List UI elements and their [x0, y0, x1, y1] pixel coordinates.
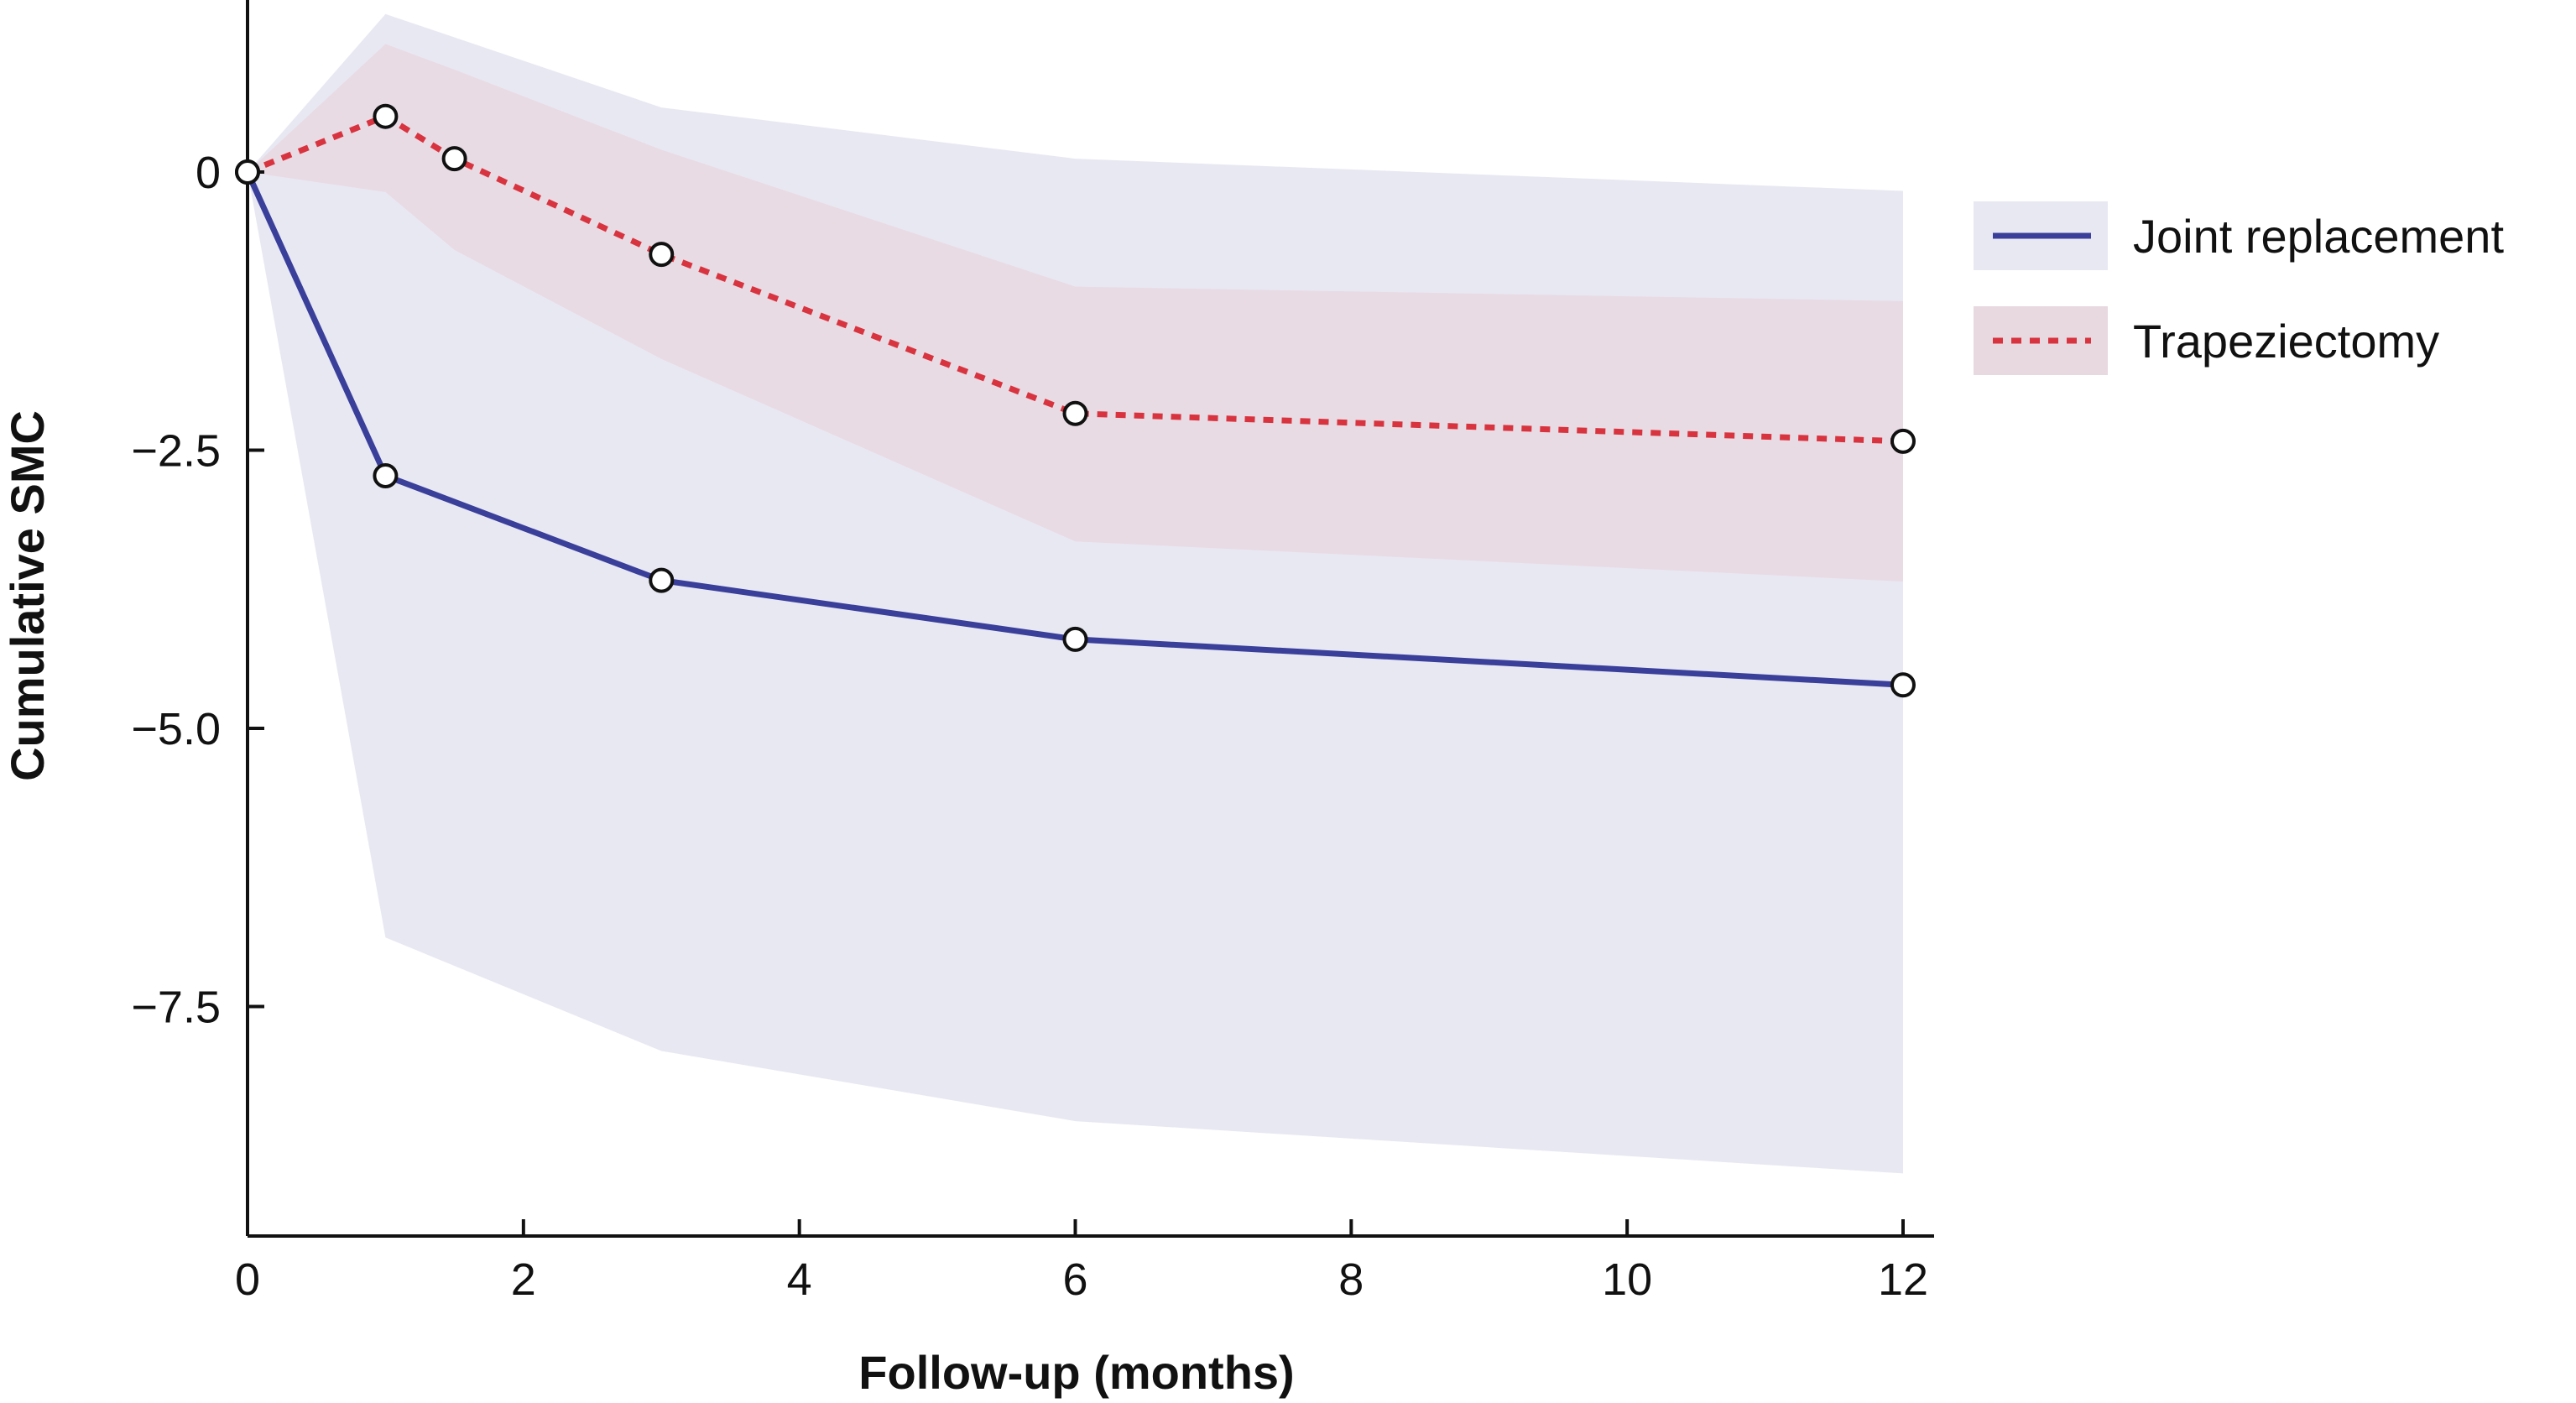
x-tick-label: 0	[235, 1254, 260, 1305]
x-tick-label: 8	[1338, 1254, 1364, 1305]
joint-replacement-point	[1890, 672, 1916, 698]
x-axis-title: Follow-up (months)	[858, 1346, 1294, 1399]
x-tick-label: 12	[1878, 1254, 1928, 1305]
trapeziectomy-line	[246, 112, 1904, 445]
trapeziectomy-point	[1062, 400, 1088, 426]
legend-label-joint-replacement: Joint replacement	[2133, 210, 2504, 263]
x-tick-label: 6	[1062, 1254, 1087, 1305]
series-points	[235, 103, 1916, 698]
x-tick-label: 10	[1602, 1254, 1652, 1305]
y-tick-label: −2.5	[131, 426, 221, 477]
trapeziectomy-point	[373, 103, 399, 129]
y-axis-title: Cumulative SMC	[1, 410, 54, 781]
y-ticks: 0 −2.5 −5.0 −7.5	[131, 148, 264, 1033]
axes	[246, 0, 1934, 1238]
y-tick-label: −7.5	[131, 983, 221, 1033]
y-tick-label: 0	[196, 148, 221, 198]
x-ticks: 0 2 4 6 8 10 12	[235, 1219, 1928, 1305]
trapeziectomy-point	[1890, 428, 1916, 454]
trapeziectomy-point	[235, 159, 260, 185]
trapeziectomy-point	[441, 146, 467, 172]
trapeziectomy-band	[248, 44, 1903, 582]
legend-label-trapeziectomy: Trapeziectomy	[2133, 315, 2439, 368]
trapeziectomy-point	[649, 242, 675, 268]
confidence-bands	[248, 13, 1903, 1174]
x-tick-label: 2	[511, 1254, 536, 1305]
joint-replacement-point	[649, 567, 675, 593]
joint-replacement-point	[373, 462, 399, 488]
legend: Joint replacement Trapeziectomy	[1974, 201, 2504, 375]
joint-replacement-point	[1062, 626, 1088, 652]
y-tick-label: −5.0	[131, 704, 221, 754]
x-tick-label: 4	[787, 1254, 812, 1305]
